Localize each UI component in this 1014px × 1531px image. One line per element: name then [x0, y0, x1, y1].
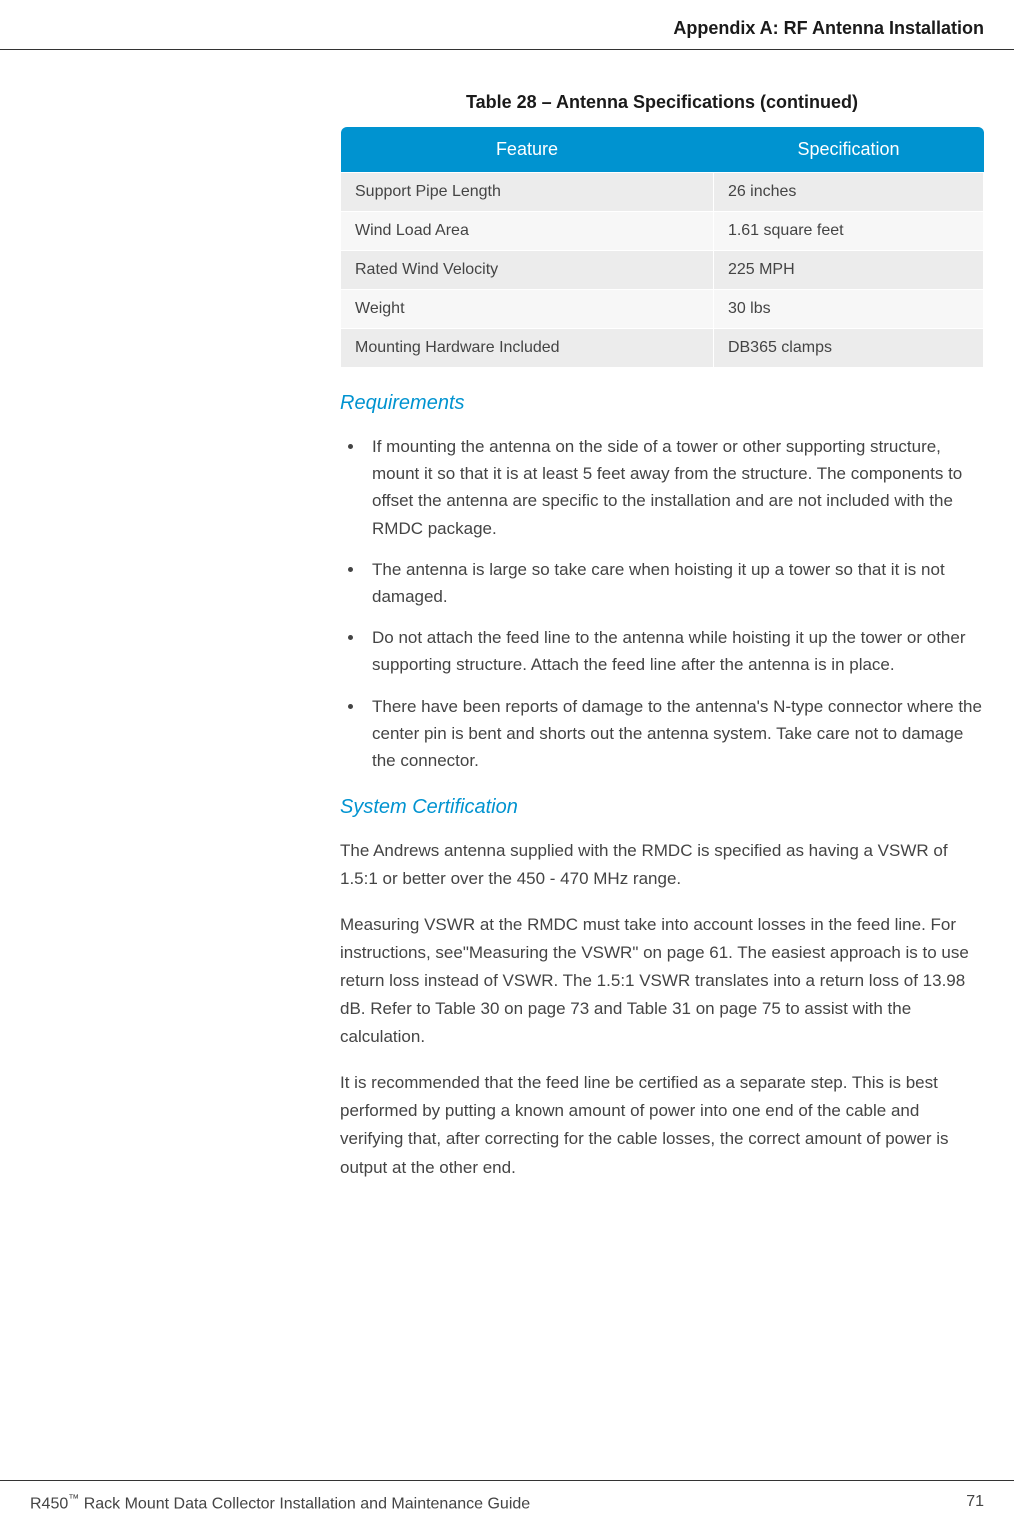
cert-para: It is recommended that the feed line be …	[340, 1069, 984, 1181]
table-row: Rated Wind Velocity 225 MPH	[341, 251, 984, 290]
list-item: If mounting the antenna on the side of a…	[362, 433, 984, 542]
cell-feature: Mounting Hardware Included	[341, 329, 714, 368]
list-item: There have been reports of damage to the…	[362, 693, 984, 775]
page-footer: R450™ Rack Mount Data Collector Installa…	[0, 1480, 1014, 1513]
cell-feature: Support Pipe Length	[341, 173, 714, 212]
list-item: Do not attach the feed line to the anten…	[362, 624, 984, 678]
col-feature: Feature	[341, 127, 714, 173]
table-row: Mounting Hardware Included DB365 clamps	[341, 329, 984, 368]
cell-spec: DB365 clamps	[713, 329, 983, 368]
spec-table: Feature Specification Support Pipe Lengt…	[340, 127, 984, 368]
content-area: Table 28 – Antenna Specifications (conti…	[0, 50, 1014, 1230]
cell-spec: 1.61 square feet	[713, 212, 983, 251]
page-header: Appendix A: RF Antenna Installation	[0, 0, 1014, 50]
cell-feature: Weight	[341, 290, 714, 329]
doc-title-text: Rack Mount Data Collector Installation a…	[79, 1495, 530, 1512]
page-number: 71	[966, 1493, 984, 1513]
cell-spec: 225 MPH	[713, 251, 983, 290]
requirements-list: If mounting the antenna on the side of a…	[340, 433, 984, 774]
cell-spec: 26 inches	[713, 173, 983, 212]
cert-para: Measuring VSWR at the RMDC must take int…	[340, 911, 984, 1051]
table-header-row: Feature Specification	[341, 127, 984, 173]
list-item: The antenna is large so take care when h…	[362, 556, 984, 610]
cell-spec: 30 lbs	[713, 290, 983, 329]
table-row: Support Pipe Length 26 inches	[341, 173, 984, 212]
cert-para: The Andrews antenna supplied with the RM…	[340, 837, 984, 893]
table-row: Weight 30 lbs	[341, 290, 984, 329]
cell-feature: Wind Load Area	[341, 212, 714, 251]
footer-doc-title: R450™ Rack Mount Data Collector Installa…	[30, 1493, 530, 1513]
certification-heading: System Certification	[340, 796, 984, 819]
cell-feature: Rated Wind Velocity	[341, 251, 714, 290]
col-spec: Specification	[713, 127, 983, 173]
table-caption: Table 28 – Antenna Specifications (conti…	[340, 92, 984, 113]
appendix-title: Appendix A: RF Antenna Installation	[673, 18, 984, 38]
trademark-symbol: ™	[68, 1493, 79, 1505]
product-name: R450	[30, 1495, 68, 1512]
requirements-heading: Requirements	[340, 392, 984, 415]
table-row: Wind Load Area 1.61 square feet	[341, 212, 984, 251]
